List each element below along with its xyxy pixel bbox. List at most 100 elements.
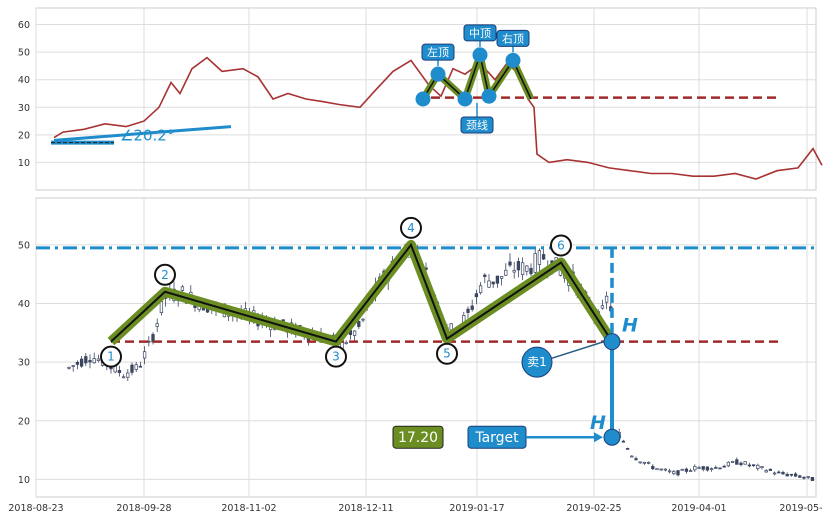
candle-body	[651, 466, 655, 470]
candle-body	[693, 465, 697, 471]
zoom-x-tick-label: 2018-11-02	[221, 503, 276, 514]
pattern-point-label: 2	[161, 268, 169, 282]
candle-body	[130, 364, 134, 373]
candle-body	[705, 466, 710, 471]
annotation-box	[421, 43, 455, 61]
sell-callout-pointer	[551, 340, 605, 359]
candle-body	[357, 321, 361, 327]
zoom-y-axis: 10 20 30 40 50	[18, 240, 30, 486]
pattern-point-marker	[325, 345, 347, 368]
zoom-x-axis: 2018-08-23 2018-09-28 2018-11-02 2018-12-11…	[8, 503, 823, 514]
candle-body	[751, 464, 756, 467]
target-callout-label: Target	[474, 430, 519, 446]
pattern-point-marker	[400, 216, 422, 239]
overview-gridlines	[35, 8, 816, 190]
candle-body	[109, 367, 113, 370]
height-label-upper: H	[622, 315, 638, 337]
zoom-x-tick-label: 2018-09-28	[116, 503, 171, 514]
candle-body	[159, 301, 164, 314]
candle-body	[516, 261, 521, 271]
candle-body	[512, 270, 516, 273]
candle-body	[777, 471, 781, 474]
candle-body	[344, 342, 348, 344]
annotation-label: 颈线	[466, 118, 488, 132]
candle-body	[625, 448, 630, 450]
candle-body	[646, 461, 651, 464]
zoom-x-tick-label: 2019-05-07	[779, 503, 823, 514]
target-point-marker	[603, 428, 621, 446]
candle-body	[180, 286, 185, 291]
candle-body	[541, 254, 546, 260]
candle-body	[155, 323, 159, 327]
candle-body	[630, 455, 634, 458]
annotation-box	[496, 29, 530, 47]
candle-body	[117, 369, 122, 374]
candle-body	[709, 468, 714, 470]
candle-body	[134, 364, 138, 370]
pattern-point-label: 6	[557, 238, 565, 252]
overview-y-tick-label: 40	[18, 75, 30, 86]
candle-body	[466, 308, 470, 313]
zoom-pattern-line	[110, 242, 613, 343]
candle-body	[142, 351, 147, 359]
zoom-y-tick-label: 50	[18, 240, 30, 251]
candle-body	[504, 269, 508, 276]
target-value-box	[392, 425, 444, 449]
candle-body	[743, 461, 747, 465]
sell-callout-label: 卖1	[527, 355, 547, 369]
candle-body	[449, 323, 453, 331]
candle-body	[508, 261, 512, 266]
candle-body	[680, 468, 684, 471]
pattern-point-marker	[100, 345, 122, 368]
candle-body	[533, 253, 537, 273]
zoom-x-tick-label: 2019-04-01	[671, 503, 726, 514]
candle-body	[352, 330, 357, 336]
candle-body	[642, 461, 647, 464]
candle-body	[638, 461, 642, 464]
candle-body	[785, 473, 789, 477]
candle-body	[798, 475, 802, 478]
trend-line	[53, 125, 232, 142]
pattern-point-marker	[154, 263, 176, 286]
pattern-point-label: 5	[443, 347, 451, 361]
candle-body	[726, 461, 731, 467]
candle-body	[470, 305, 474, 310]
overview-pattern-point	[481, 88, 497, 104]
candle-body	[688, 470, 693, 472]
candle-body	[768, 468, 773, 471]
candle-body	[676, 470, 680, 476]
candle-body	[634, 458, 638, 461]
zoom-x-tick-label: 2018-08-23	[8, 503, 63, 514]
sell-point-marker	[603, 333, 621, 351]
annotation-box	[463, 24, 497, 42]
candle-body	[96, 358, 101, 361]
candle-body	[474, 293, 479, 298]
candle-body	[714, 467, 718, 469]
candle-body	[806, 476, 810, 478]
candle-body	[735, 459, 739, 465]
candle-body	[525, 265, 529, 272]
height-label-lower: H	[590, 412, 606, 434]
candle-body	[659, 468, 663, 471]
candle-body	[697, 467, 701, 469]
candle-body	[126, 372, 130, 378]
candle-body	[793, 473, 798, 477]
candle-body	[529, 267, 533, 275]
candle-body	[487, 280, 491, 288]
candle-body	[491, 281, 495, 285]
pattern-point-label: 3	[332, 350, 340, 364]
candle-body	[730, 461, 735, 463]
candle-body	[121, 376, 126, 379]
candle-body	[483, 274, 487, 277]
target-arrow-head	[594, 432, 603, 443]
pattern-point-marker	[436, 342, 458, 365]
candle-body	[520, 262, 525, 275]
candle-body	[772, 472, 777, 475]
zoom-y-tick-label: 40	[18, 299, 30, 310]
candle-body	[802, 476, 806, 479]
candle-body	[478, 285, 483, 293]
candle-body	[88, 360, 92, 363]
overview-pattern-point	[415, 91, 431, 107]
overview-y-axis: 10 20 30 40 50 60	[18, 20, 30, 169]
